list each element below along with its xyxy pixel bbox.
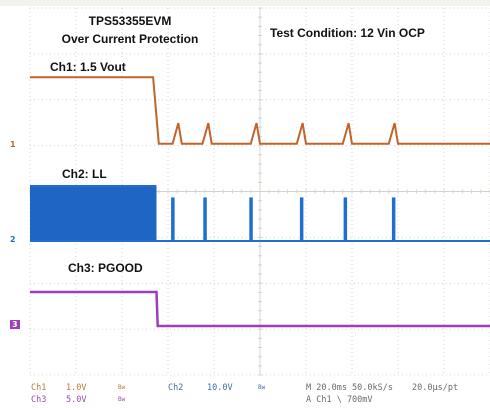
ch2-ground-marker: 2 <box>10 235 16 244</box>
status-trigger: A Ch1 \ 700mV <box>306 395 373 405</box>
chart-title-line1: TPS53355EVM <box>88 14 172 28</box>
ch2-burst <box>203 197 207 241</box>
ch2-trace <box>30 184 490 242</box>
status-ch1-name: Ch1 <box>31 383 47 393</box>
status-ch2-name: Ch2 <box>168 383 184 393</box>
status-ch3-scale: 5.0V <box>66 395 87 405</box>
ch2-burst <box>171 197 175 241</box>
ch2-burst <box>391 197 396 241</box>
ch1-ground-marker: 1 <box>10 140 16 149</box>
status-ch3-name: Ch3 <box>31 395 47 405</box>
ch2-burst <box>249 197 253 241</box>
ch3-pgood-line <box>30 290 490 328</box>
ch2-burst <box>343 197 348 241</box>
status-ch3-bw: Bw <box>118 396 126 403</box>
status-timebase: M 20.0ms 50.0kS/s <box>306 383 393 393</box>
status-resolution: 20.0μs/pt <box>412 383 459 393</box>
ch3-trace <box>30 290 490 328</box>
ch3-annotation: Ch3: PGOOD <box>68 261 143 275</box>
ch1-annotation: Ch1: 1.5 Vout <box>50 60 126 74</box>
ch2-annotation: Ch2: LL <box>62 167 107 181</box>
ch1-vout-line <box>30 76 490 145</box>
chart-title-line2: Over Current Protection <box>61 32 199 46</box>
ch1-trace <box>30 76 490 145</box>
ch2-switching-block <box>30 185 157 241</box>
test-condition-label: Test Condition: 12 Vin OCP <box>270 26 425 40</box>
status-ch2-scale: 10.0V <box>207 383 233 393</box>
status-ch2-bw: Bw <box>258 384 266 391</box>
status-ch1-bw: Bw <box>118 384 126 391</box>
top-status-strip <box>0 0 490 6</box>
ch3-ground-marker: 3 <box>10 320 20 329</box>
status-ch1-scale: 1.0V <box>66 383 87 393</box>
ch2-burst <box>299 197 304 241</box>
